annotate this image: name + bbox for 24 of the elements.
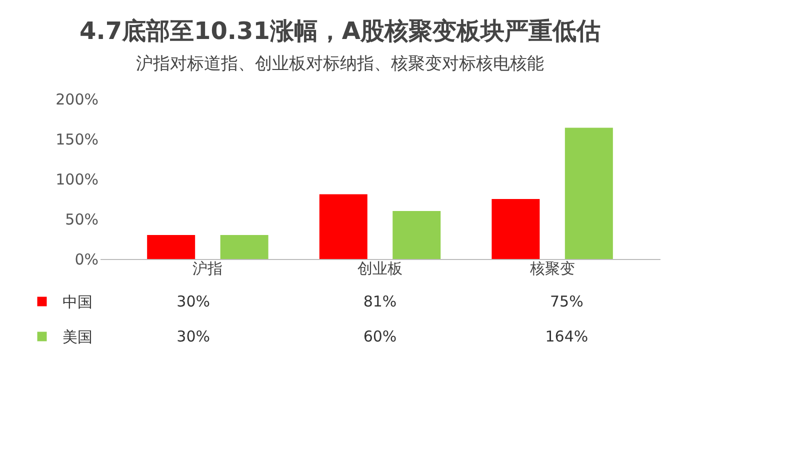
y-tick-label: 0% xyxy=(74,250,98,268)
data-label: 30% xyxy=(176,328,210,346)
bar xyxy=(492,199,540,259)
data-label: 75% xyxy=(550,292,584,310)
data-label: 60% xyxy=(363,328,397,346)
bar xyxy=(564,128,613,259)
legend-label: 美国 xyxy=(62,328,92,346)
bar xyxy=(147,235,196,259)
y-tick-label: 100% xyxy=(56,170,98,188)
chart-subtitle: 沪指对标道指、创业板对标纳指、核聚变对标核电核能 xyxy=(136,54,544,74)
legend-label: 中国 xyxy=(62,293,92,311)
bar xyxy=(319,194,368,259)
x-tick-label: 创业板 xyxy=(358,260,402,278)
x-tick-label: 核聚变 xyxy=(528,260,575,278)
x-tick-label: 沪指 xyxy=(192,260,223,278)
data-label: 30% xyxy=(176,292,210,310)
data-label: 81% xyxy=(363,292,397,310)
data-label: 164% xyxy=(545,328,588,346)
bar xyxy=(220,235,268,259)
y-tick-label: 150% xyxy=(56,130,98,148)
y-tick-label: 200% xyxy=(56,90,98,108)
chart-title: 4.7底部至10.31涨幅，A股核聚变板块严重低估 xyxy=(79,17,601,45)
y-tick-label: 50% xyxy=(65,210,98,228)
bar xyxy=(392,211,441,259)
